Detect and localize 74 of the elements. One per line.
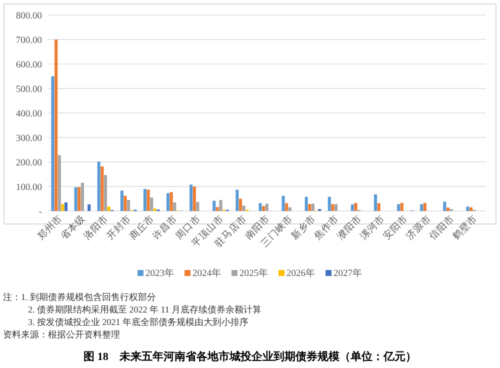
- bar: [219, 200, 222, 211]
- bar: [334, 204, 338, 211]
- bar: [285, 203, 288, 211]
- bar: [466, 206, 470, 211]
- bar: [196, 202, 200, 211]
- text: 3. 按发债城投企业 2021 年底全部债务规模由大到小排序: [28, 317, 248, 327]
- y-tick-label: 700.00: [16, 36, 42, 46]
- bar: [288, 207, 292, 211]
- bar: [100, 166, 104, 211]
- bar: [354, 202, 358, 211]
- bar: [120, 190, 124, 211]
- text: 注：1. 到期债券规模包含回售行权部分: [3, 292, 156, 302]
- legend-label: 2023年: [146, 267, 174, 279]
- y-tick-label: 500.00: [16, 85, 42, 95]
- bar: [423, 202, 426, 211]
- bar: [377, 203, 380, 211]
- bar: [308, 204, 312, 211]
- bar: [61, 204, 64, 211]
- bar: [212, 200, 216, 211]
- bar: [51, 76, 54, 211]
- bar: [242, 206, 246, 211]
- bar: [166, 193, 170, 211]
- bar: [124, 196, 127, 211]
- legend-label: 2024年: [192, 267, 222, 279]
- bar: [192, 186, 196, 211]
- bar: [170, 192, 173, 211]
- bar: [311, 204, 314, 211]
- text: 2. 债券期限结构采用截至 2022 年 11 月底存续债券余额计算: [28, 304, 262, 314]
- bar: [262, 206, 266, 211]
- bar: [328, 196, 331, 211]
- bar: [78, 187, 81, 211]
- bar: [304, 196, 308, 211]
- bar: [58, 155, 61, 211]
- bar: [446, 208, 450, 211]
- legend-label: 2027年: [334, 267, 362, 279]
- bar: [443, 202, 446, 211]
- bar: [238, 198, 242, 211]
- bar: [397, 204, 400, 211]
- bar: [374, 194, 378, 211]
- bar: [400, 202, 404, 211]
- bar: [64, 202, 68, 211]
- bar: [282, 196, 285, 211]
- legend-label: 2026年: [286, 267, 316, 279]
- y-tick-label: 600.00: [16, 60, 42, 70]
- bar: [97, 162, 100, 211]
- legend-label: 2025年: [240, 267, 268, 279]
- bar: [469, 207, 473, 211]
- bar: [104, 174, 108, 211]
- bar: [88, 204, 91, 211]
- bar: [80, 182, 84, 211]
- y-tick-label: 100.00: [16, 183, 42, 193]
- bar: [54, 40, 58, 211]
- bar: [350, 204, 354, 211]
- y-tick-label: 300.00: [16, 134, 42, 144]
- y-tick-label: -: [38, 208, 42, 218]
- text: 图 18 未来五年河南省各地市城投企业到期债券规模（单位：亿元）: [84, 350, 416, 363]
- bar: [150, 198, 154, 211]
- bar: [107, 206, 110, 211]
- bar: [331, 204, 334, 211]
- text: 资料来源：根据公开资料整理: [3, 330, 120, 340]
- bar: [143, 188, 146, 211]
- bar: [146, 190, 150, 211]
- bar: [236, 190, 239, 211]
- bar: [74, 187, 78, 211]
- y-tick-label: 800.00: [16, 12, 42, 22]
- bar: [190, 184, 193, 211]
- bar: [173, 202, 176, 211]
- y-tick-label: 400.00: [16, 110, 42, 120]
- bar: [127, 200, 130, 211]
- bar: [265, 204, 268, 211]
- bar: [420, 204, 424, 211]
- bar: [216, 207, 219, 211]
- bar: [258, 203, 262, 211]
- y-tick-label: 200.00: [16, 158, 42, 168]
